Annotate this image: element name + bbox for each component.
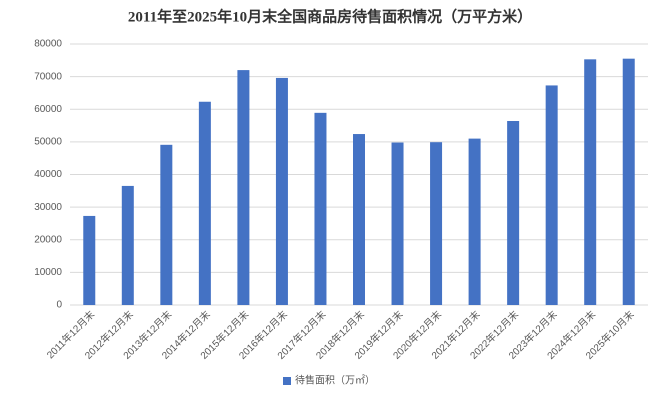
y-tick-label: 10000 [34, 267, 62, 278]
bar [160, 144, 173, 305]
legend-swatch [283, 377, 291, 385]
bar [314, 112, 327, 306]
y-tick-label: 50000 [34, 137, 62, 148]
bar [198, 101, 211, 305]
bar [468, 138, 481, 305]
y-tick-label: 20000 [34, 234, 62, 245]
bar [275, 77, 288, 306]
bar [545, 85, 558, 305]
bar [430, 142, 443, 305]
y-tick-label: 60000 [34, 104, 62, 115]
bar [353, 134, 365, 305]
y-tick-label: 40000 [34, 169, 62, 180]
bar [507, 120, 520, 306]
bar [584, 59, 597, 305]
chart-title: 2011年至2025年10月末全国商品房待售面积情况（万平方米） [128, 7, 532, 25]
bar [391, 142, 404, 305]
bar [622, 58, 635, 306]
y-tick-label: 70000 [34, 71, 62, 82]
bar [237, 70, 250, 305]
legend-label: 待售面积（万㎡） [295, 374, 375, 387]
y-tick-label: 30000 [34, 202, 62, 213]
bar [121, 185, 134, 305]
y-tick-label: 80000 [34, 39, 62, 50]
y-tick-label: 0 [56, 300, 62, 311]
bar [83, 215, 96, 305]
